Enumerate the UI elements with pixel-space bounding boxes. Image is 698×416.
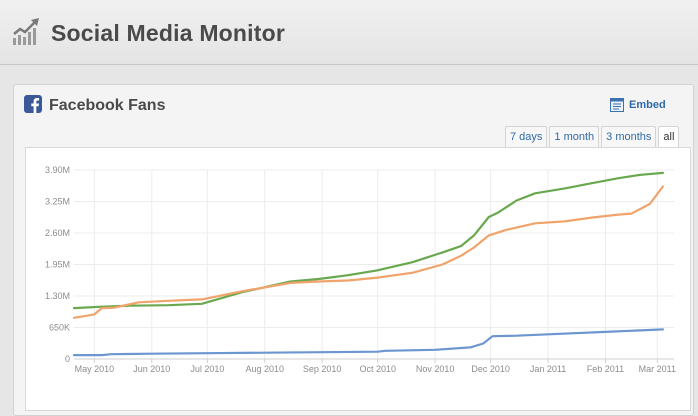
x-tick-label: Jul 2010 — [190, 364, 224, 374]
x-tick-label: Nov 2010 — [416, 364, 455, 374]
y-tick-label: 0 — [65, 354, 70, 364]
facebook-fans-panel: Facebook Fans Embed 7 days 1 month 3 mon… — [13, 84, 694, 416]
series-line-3 — [72, 328, 665, 357]
tab-3-months[interactable]: 3 months — [601, 126, 657, 147]
x-tick-label: Aug 2010 — [245, 364, 284, 374]
fans-line-chart: 0 650K 1.30M 1.95M 2.60M 3.25M 3.90M May 2010 Ju… — [45, 165, 676, 374]
y-tick-label: 2.60M — [45, 228, 70, 238]
embed-button[interactable]: Embed — [610, 96, 666, 114]
x-tick-label: Dec 2010 — [471, 364, 510, 374]
y-tick-label: 3.90M — [45, 165, 70, 175]
series-line-2 — [72, 185, 665, 319]
tab-all[interactable]: all — [658, 126, 680, 147]
x-tick-label: Oct 2010 — [359, 364, 396, 374]
embed-code-icon — [610, 98, 624, 112]
y-tick-label: 1.95M — [45, 260, 70, 270]
embed-label: Embed — [629, 99, 666, 111]
fans-chart-area: 0 650K 1.30M 1.95M 2.60M 3.25M 3.90M May 2010 Ju… — [25, 147, 691, 411]
x-tick-label: Jan 2011 — [530, 364, 566, 374]
x-tick-label: Jun 2010 — [133, 364, 170, 374]
trending-chart-icon — [13, 18, 39, 45]
x-tick-label: Sep 2010 — [303, 364, 342, 374]
x-tick-label: May 2010 — [75, 364, 115, 374]
facebook-icon — [24, 95, 42, 113]
y-tick-label: 3.25M — [45, 197, 70, 207]
x-tick-label: Feb 2011 — [587, 364, 624, 374]
series-line-1 — [72, 171, 665, 310]
y-tick-label: 1.30M — [45, 291, 70, 301]
tab-1-month[interactable]: 1 month — [549, 126, 600, 147]
tab-7-days[interactable]: 7 days — [505, 126, 548, 147]
panel-title: Facebook Fans — [49, 97, 166, 114]
y-tick-label: 650K — [49, 323, 70, 333]
x-tick-label: Mar 2011 — [639, 364, 676, 374]
app-title: Social Media Monitor — [51, 20, 286, 46]
range-tabs: 7 days 1 month 3 months all — [505, 126, 680, 147]
app-header: Social Media Monitor — [0, 0, 698, 65]
